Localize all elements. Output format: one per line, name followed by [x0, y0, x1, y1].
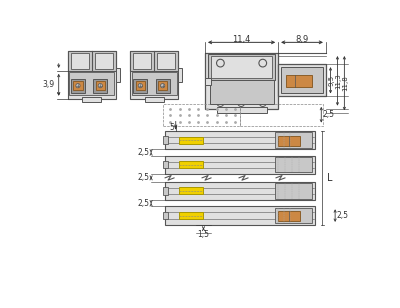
- Text: 1,5: 1,5: [198, 230, 210, 239]
- Bar: [208, 54, 275, 80]
- Text: 11,8: 11,8: [342, 75, 348, 91]
- Bar: [179, 212, 204, 219]
- Bar: [165, 131, 315, 149]
- Text: 3,9: 3,9: [43, 80, 55, 89]
- Bar: [158, 81, 167, 90]
- Bar: [240, 104, 323, 126]
- Text: 9,5: 9,5: [329, 75, 335, 86]
- Bar: [165, 206, 315, 225]
- Bar: [96, 81, 105, 90]
- Text: 2,5: 2,5: [138, 148, 150, 157]
- Bar: [211, 56, 272, 78]
- Circle shape: [216, 59, 224, 67]
- Circle shape: [160, 83, 165, 88]
- Bar: [71, 53, 89, 69]
- Bar: [278, 64, 326, 96]
- Text: 2,5: 2,5: [138, 173, 150, 182]
- Bar: [68, 51, 116, 99]
- Bar: [130, 51, 178, 71]
- Bar: [68, 51, 116, 71]
- Bar: [95, 53, 113, 69]
- Bar: [132, 71, 176, 95]
- Bar: [130, 51, 178, 99]
- Bar: [93, 79, 107, 93]
- Bar: [165, 182, 315, 200]
- Bar: [275, 208, 312, 223]
- Bar: [205, 78, 211, 85]
- Bar: [145, 97, 164, 102]
- Bar: [157, 53, 175, 69]
- Bar: [164, 212, 168, 219]
- Bar: [178, 67, 182, 82]
- Bar: [136, 81, 145, 90]
- Bar: [275, 183, 312, 199]
- Bar: [165, 156, 315, 174]
- Bar: [179, 188, 204, 194]
- Bar: [210, 79, 274, 104]
- Circle shape: [217, 99, 224, 107]
- Bar: [82, 97, 101, 102]
- Circle shape: [238, 99, 245, 107]
- Bar: [156, 79, 170, 93]
- Bar: [216, 107, 267, 113]
- Bar: [164, 187, 168, 195]
- Bar: [133, 79, 147, 93]
- Bar: [71, 79, 85, 93]
- Circle shape: [98, 83, 102, 88]
- Text: 2,5: 2,5: [337, 211, 349, 220]
- Text: 8,9: 8,9: [295, 35, 309, 44]
- Bar: [286, 75, 312, 87]
- Bar: [164, 161, 168, 168]
- Bar: [205, 53, 278, 108]
- Bar: [70, 71, 114, 95]
- Bar: [278, 211, 300, 221]
- Text: 11,4: 11,4: [232, 35, 251, 44]
- Bar: [164, 136, 168, 144]
- Circle shape: [76, 83, 80, 88]
- Text: 5: 5: [170, 123, 174, 132]
- Bar: [133, 53, 151, 69]
- Text: 2,5: 2,5: [138, 199, 150, 208]
- Circle shape: [259, 99, 266, 107]
- Bar: [275, 132, 312, 148]
- Text: 11,3: 11,3: [336, 73, 342, 89]
- Bar: [179, 161, 204, 168]
- Bar: [73, 81, 82, 90]
- Bar: [275, 157, 312, 172]
- Circle shape: [138, 83, 142, 88]
- Circle shape: [259, 59, 267, 67]
- Text: 2,5: 2,5: [323, 110, 335, 119]
- Text: L: L: [328, 173, 333, 183]
- Bar: [163, 104, 240, 126]
- Bar: [116, 67, 120, 82]
- Bar: [278, 136, 300, 146]
- Bar: [281, 67, 323, 93]
- Bar: [179, 137, 204, 144]
